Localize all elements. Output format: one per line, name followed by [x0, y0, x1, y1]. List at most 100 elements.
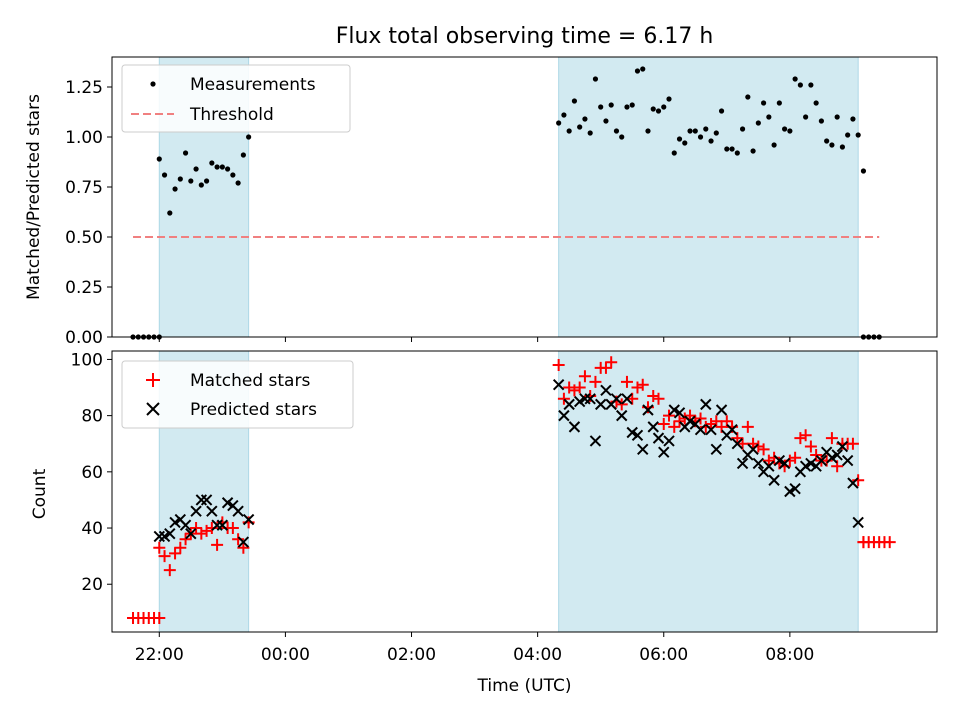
- bottom-panel: 20 40 60 80 100 22:00 00:00 02:00 04:00 06:00 08:…: [30, 350, 938, 696]
- measurement-point: [687, 128, 693, 134]
- predicted-star-point: [700, 398, 712, 411]
- matched-star-point: [652, 392, 665, 405]
- measurement-point: [824, 138, 830, 144]
- predicted-star-point: [747, 443, 759, 456]
- measurement-point: [640, 66, 646, 72]
- measurement-point: [177, 176, 183, 182]
- predicted-star-point: [789, 482, 801, 495]
- measurement-point: [182, 150, 189, 156]
- predicted-star-point: [600, 384, 612, 397]
- matched-star-point: [211, 538, 224, 551]
- measurement-point: [566, 128, 572, 134]
- top-y-tick-label: 1.25: [65, 78, 103, 98]
- measurement-point: [703, 126, 709, 132]
- matched-star-point: [615, 398, 628, 411]
- predicted-star-point: [752, 457, 765, 470]
- matched-star-point: [699, 420, 712, 433]
- measurement-point: [692, 128, 698, 134]
- measurement-point: [829, 142, 835, 148]
- top-x-ticks: [158, 337, 791, 342]
- predicted-star-point: [594, 398, 607, 411]
- matched-star-point: [552, 359, 565, 372]
- legend-measurements-label: Measurements: [190, 75, 316, 95]
- chart-title: Flux total observing time = 6.17 h: [336, 24, 714, 49]
- top-y-tick-label: 1.00: [65, 128, 103, 148]
- predicted-star-point: [652, 432, 665, 444]
- measurement-point: [682, 140, 688, 146]
- matched-star-point: [237, 541, 250, 554]
- top-y-axis-label: Matched/Predicted stars: [24, 94, 44, 300]
- predicted-star-point: [663, 435, 675, 447]
- measurement-point: [225, 166, 231, 172]
- predicted-star-point: [694, 423, 707, 436]
- matched-star-point: [620, 375, 633, 388]
- measurement-point: [661, 104, 667, 110]
- top-y-tick-label: 0.00: [65, 328, 103, 348]
- matched-star-point: [605, 356, 618, 369]
- matched-star-point: [195, 527, 208, 540]
- measurement-point: [634, 68, 641, 74]
- measurement-point: [161, 172, 168, 178]
- measurement-point: [650, 106, 656, 112]
- predicted-star-point: [237, 536, 250, 548]
- predicted-star-point: [658, 446, 670, 458]
- matched-star-point: [673, 415, 686, 428]
- predicted-star-point: [164, 527, 176, 540]
- matched-star-point: [589, 375, 602, 388]
- matched-star-point: [563, 381, 576, 394]
- matched-star-point: [757, 443, 770, 456]
- bottom-y-tick-label: 100: [71, 350, 103, 370]
- predicted-star-point: [242, 513, 255, 526]
- matched-star-point: [846, 437, 859, 450]
- predicted-star-point: [710, 443, 723, 456]
- measurement-point: [613, 128, 620, 134]
- predicted-star-point: [642, 404, 654, 416]
- legend-matched-marker: [146, 373, 160, 387]
- measurement-point: [561, 112, 567, 118]
- measurement-point: [582, 116, 588, 122]
- predicted-star-point: [568, 421, 581, 433]
- predicted-star-point: [584, 393, 596, 405]
- measurement-point: [787, 128, 793, 134]
- predicted-star-point: [190, 505, 202, 517]
- matched-star-point: [573, 381, 586, 394]
- measurement-point: [598, 104, 604, 110]
- matched-star-point: [783, 454, 796, 467]
- predicted-star-point: [610, 393, 623, 405]
- measurement-point: [860, 168, 867, 174]
- matched-star-point: [747, 437, 760, 450]
- measurement-point: [782, 126, 788, 132]
- measurement-point: [845, 132, 851, 138]
- legend-matched-label: Matched stars: [190, 371, 310, 391]
- measurement-point: [655, 108, 662, 114]
- measurement-point: [850, 116, 856, 122]
- measurement-point: [697, 134, 704, 140]
- predicted-star-point: [185, 527, 197, 540]
- measurement-point: [839, 144, 846, 150]
- measurement-point: [818, 118, 824, 124]
- shaded-span-2: [558, 351, 859, 632]
- measurement-point: [855, 132, 861, 138]
- measurement-point: [571, 98, 578, 104]
- measurement-point: [577, 124, 583, 130]
- matched-star-point: [789, 451, 802, 464]
- predicted-star-point: [563, 398, 575, 411]
- measurement-point: [771, 142, 777, 148]
- x-tick-label: 06:00: [639, 645, 688, 665]
- top-panel: 0.00 0.25 0.50 0.75 1.00 1.25 Flux total obse…: [24, 24, 938, 348]
- predicted-star-point: [589, 435, 602, 447]
- legend-predicted-marker: [146, 402, 160, 416]
- predicted-star-point: [778, 457, 791, 470]
- bottom-y-tick-label: 60: [81, 463, 103, 483]
- count-points: [127, 356, 896, 624]
- x-tick-label: 02:00: [387, 645, 436, 665]
- measurement-point: [193, 166, 199, 172]
- bottom-y-tick-label: 20: [81, 575, 103, 595]
- predicted-star-point: [768, 474, 780, 486]
- measurement-point: [240, 152, 246, 158]
- measurement-point: [734, 150, 740, 156]
- bottom-x-ticks: 22:00 00:00 02:00 04:00 06:00 08:00: [135, 632, 814, 665]
- matched-star-point: [657, 418, 670, 431]
- matched-star-point: [794, 432, 807, 445]
